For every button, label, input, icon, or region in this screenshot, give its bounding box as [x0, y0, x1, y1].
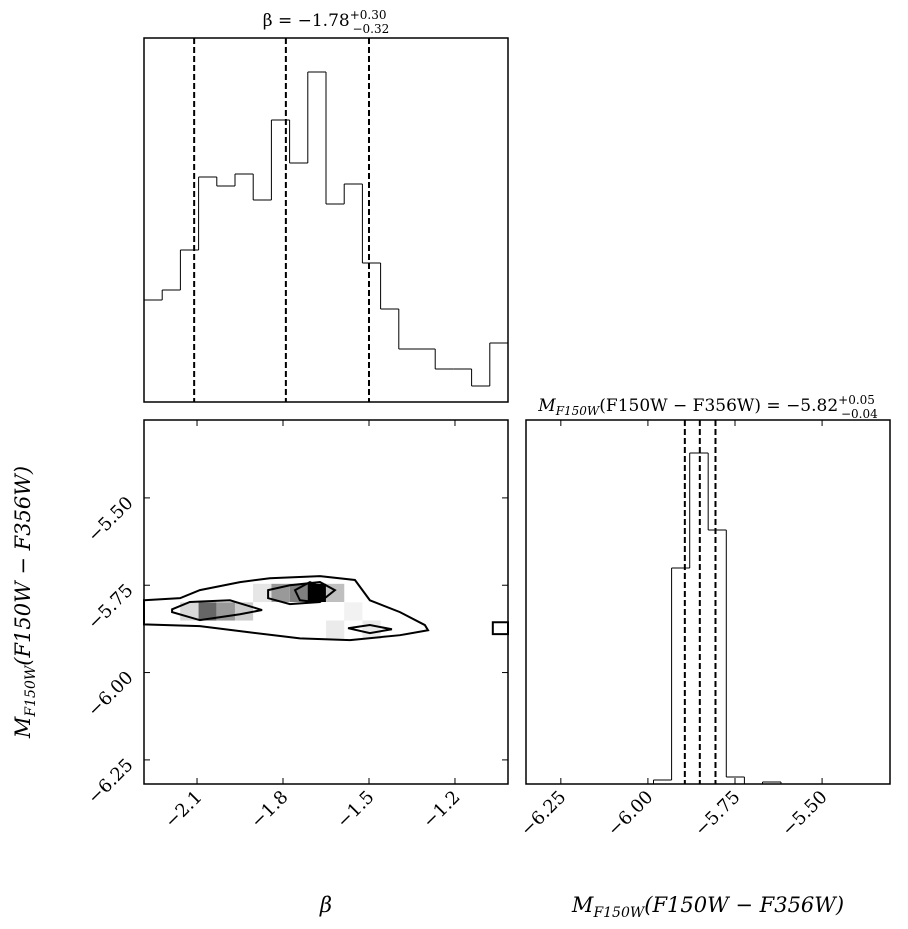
contour: [491, 621, 509, 636]
contour: [171, 599, 263, 622]
title-lower: −0.04: [841, 407, 878, 421]
density-cell: [198, 602, 217, 621]
x-tick-label: −1.8: [247, 787, 293, 833]
label-rest: (F150W − F356W): [11, 466, 35, 666]
contour: [267, 581, 337, 606]
x-tick-label: −1.2: [419, 787, 465, 833]
label-rest: (F150W − F356W): [644, 893, 844, 917]
label-sub: F150W: [23, 664, 39, 717]
title-sub: F150W: [555, 404, 601, 418]
y-tick-label: −5.50: [84, 493, 138, 547]
density-cell: [344, 602, 363, 621]
title-lower: −0.32: [352, 22, 389, 36]
contour: [347, 624, 393, 635]
x-label: MF150W(F150W − F356W): [571, 893, 844, 921]
x-tick-label: −6.00: [604, 787, 658, 841]
label-main: M: [11, 716, 35, 739]
title-beta: β = −1.78+0.30 −0.32: [263, 8, 390, 36]
density-cell: [252, 583, 272, 603]
title-upper: +0.05: [838, 393, 875, 407]
y-label: MF150W(F150W − F356W): [11, 466, 39, 739]
x-tick-label: −1.5: [333, 787, 379, 833]
y-tick-label: −6.25: [84, 755, 138, 809]
contour: [293, 580, 325, 604]
title-rest: (F150W − F356W) = −5.82: [599, 396, 838, 416]
title-main: M: [537, 396, 556, 416]
density-cell: [289, 583, 308, 603]
panel-frame: [525, 419, 891, 785]
panel-frame: [143, 419, 509, 785]
x-label: β: [319, 893, 332, 917]
title-upper: +0.30: [350, 8, 387, 22]
density-cell: [326, 620, 345, 639]
x-tick-label: −6.25: [517, 787, 571, 841]
title-main: β = −1.78: [263, 11, 350, 31]
x-tick-label: −2.1: [161, 787, 207, 833]
label-sub: F150W: [592, 905, 645, 921]
y-tick-label: −6.00: [84, 667, 138, 721]
title-m: MF150W(F150W − F356W) = −5.82+0.05 −0.04: [537, 393, 878, 421]
panel-frame: [143, 37, 509, 403]
contour: [143, 575, 430, 642]
x-tick-label: −5.50: [778, 787, 832, 841]
x-tick-label: −5.75: [691, 787, 745, 841]
label-main: M: [571, 893, 594, 917]
y-tick-label: −5.75: [84, 580, 138, 634]
density-cell: [362, 620, 381, 639]
